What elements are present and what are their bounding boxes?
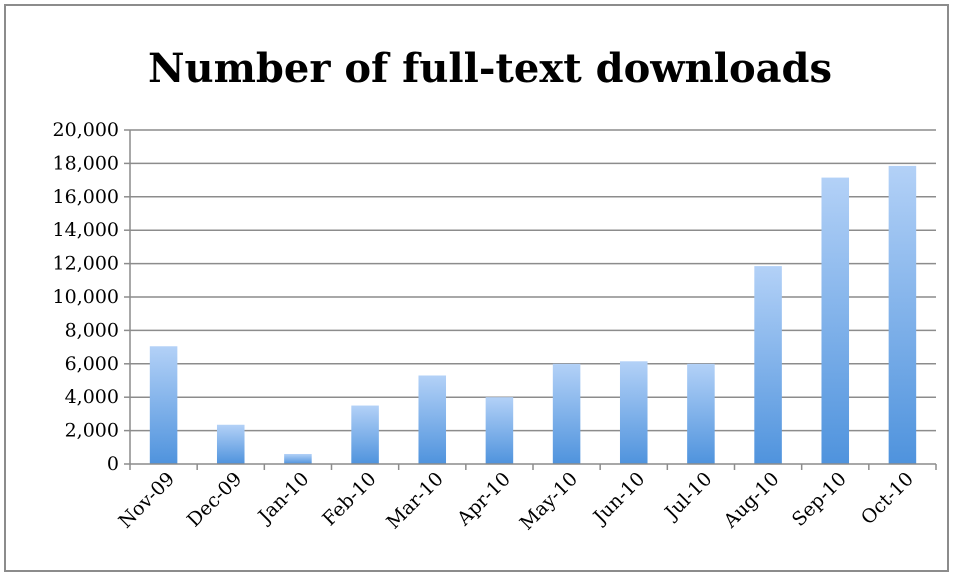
bar-mar-10 (418, 375, 446, 464)
y-tick-label: 14,000 (53, 219, 119, 241)
x-tick-label: Aug-10 (719, 468, 784, 533)
x-tick-label: Oct-10 (857, 468, 918, 529)
bar-nov-09 (150, 346, 178, 464)
bar-apr-10 (486, 397, 514, 464)
bar-may-10 (553, 364, 581, 464)
y-tick-label: 20,000 (53, 119, 119, 141)
bar-jun-10 (620, 361, 648, 464)
x-tick-label: Sep-10 (788, 468, 851, 531)
gridlines (124, 130, 936, 464)
x-tick-label: Nov-09 (114, 468, 179, 533)
chart-frame: Number of full-text downloads 0 2,000 4,00… (4, 4, 949, 572)
bar-oct-10 (889, 166, 917, 464)
y-tick-label: 18,000 (53, 152, 119, 174)
bar-aug-10 (754, 266, 782, 464)
y-tick-label: 16,000 (53, 186, 119, 208)
bars (150, 166, 916, 464)
y-tick-label: 2,000 (65, 420, 119, 442)
bar-jul-10 (687, 364, 715, 464)
bar-chart: Number of full-text downloads 0 2,000 4,00… (6, 6, 951, 574)
x-tick-label: Jan-10 (253, 468, 314, 529)
y-tick-label: 0 (107, 453, 119, 475)
axes (130, 130, 936, 470)
y-tick-label: 8,000 (65, 319, 119, 341)
x-tick-label: Apr-10 (452, 468, 515, 531)
y-tick-label: 10,000 (53, 286, 119, 308)
y-tick-label: 6,000 (65, 353, 119, 375)
y-tick-label: 12,000 (53, 253, 119, 275)
y-axis-tick-labels: 0 2,000 4,000 6,000 8,000 10,000 12,000 14,000 1… (53, 119, 119, 475)
y-tick-label: 4,000 (65, 386, 119, 408)
x-tick-label: Mar-10 (382, 468, 447, 533)
x-tick-label: Feb-10 (318, 468, 380, 530)
bar-jan-10 (284, 454, 312, 464)
x-tick-label: Jun-10 (588, 468, 649, 529)
chart-title: Number of full-text downloads (148, 45, 832, 92)
bar-dec-09 (217, 425, 245, 464)
x-tick-label: May-10 (516, 468, 583, 535)
x-tick-label: Jul-10 (660, 468, 717, 525)
bar-feb-10 (351, 406, 379, 464)
x-axis-tick-labels: Nov-09 Dec-09 Jan-10 Feb-10 Mar-10 Apr-10 May-… (114, 468, 917, 535)
bar-sep-10 (821, 178, 849, 464)
x-tick-label: Dec-09 (183, 468, 246, 531)
